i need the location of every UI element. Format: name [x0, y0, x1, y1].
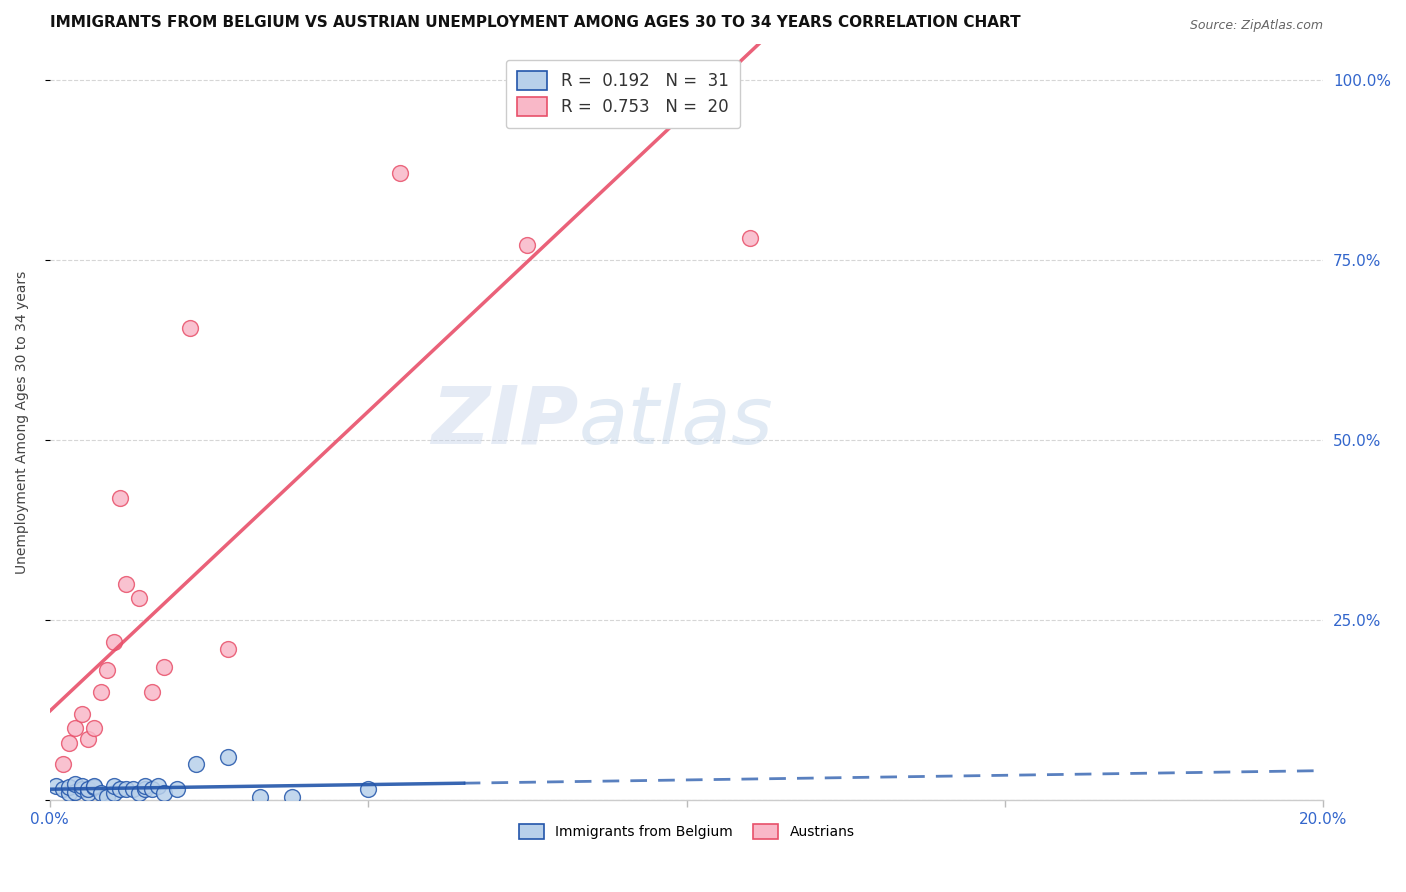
Point	[77, 782, 100, 797]
Point	[166, 782, 188, 797]
Point	[103, 779, 125, 793]
Text: IMMIGRANTS FROM BELGIUM VS AUSTRIAN UNEMPLOYMENT AMONG AGES 30 TO 34 YEARS CORRE: IMMIGRANTS FROM BELGIUM VS AUSTRIAN UNEM…	[49, 15, 1021, 30]
Point	[83, 779, 105, 793]
Point	[249, 789, 271, 804]
Point	[77, 731, 100, 746]
Point	[70, 779, 93, 793]
Point	[52, 757, 75, 772]
Point	[83, 721, 105, 735]
Point	[141, 782, 163, 797]
Point	[740, 231, 762, 245]
Point	[186, 757, 208, 772]
Point	[83, 780, 105, 795]
Point	[45, 779, 67, 793]
Point	[108, 782, 131, 797]
Point	[121, 782, 143, 797]
Point	[217, 641, 239, 656]
Point	[58, 780, 80, 795]
Point	[281, 789, 304, 804]
Point	[115, 782, 138, 797]
Point	[90, 786, 112, 800]
Point	[96, 664, 118, 678]
Point	[58, 735, 80, 749]
Point	[134, 782, 156, 797]
Point	[146, 779, 169, 793]
Point	[141, 685, 163, 699]
Text: ZIP: ZIP	[430, 383, 578, 461]
Point	[115, 577, 138, 591]
Point	[179, 321, 201, 335]
Point	[217, 750, 239, 764]
Point	[357, 782, 380, 797]
Legend: Immigrants from Belgium, Austrians: Immigrants from Belgium, Austrians	[512, 817, 862, 847]
Point	[77, 786, 100, 800]
Point	[108, 491, 131, 505]
Point	[103, 634, 125, 648]
Text: Source: ZipAtlas.com: Source: ZipAtlas.com	[1191, 20, 1323, 32]
Point	[70, 706, 93, 721]
Point	[96, 789, 118, 804]
Point	[65, 784, 87, 798]
Point	[153, 786, 176, 800]
Point	[128, 591, 150, 606]
Point	[389, 166, 412, 180]
Point	[58, 786, 80, 800]
Point	[65, 721, 87, 735]
Point	[153, 660, 176, 674]
Point	[103, 786, 125, 800]
Y-axis label: Unemployment Among Ages 30 to 34 years: Unemployment Among Ages 30 to 34 years	[15, 270, 30, 574]
Text: atlas: atlas	[578, 383, 773, 461]
Point	[516, 238, 538, 252]
Point	[90, 685, 112, 699]
Point	[134, 779, 156, 793]
Point	[65, 777, 87, 791]
Point	[644, 65, 666, 79]
Point	[128, 786, 150, 800]
Point	[70, 782, 93, 797]
Point	[52, 782, 75, 797]
